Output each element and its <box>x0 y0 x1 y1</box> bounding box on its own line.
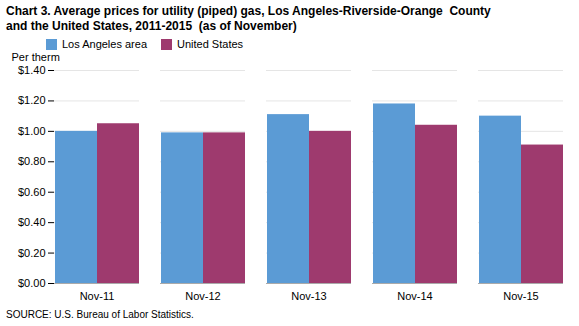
svg-text:Nov-13: Nov-13 <box>291 290 326 302</box>
svg-text:$0.40: $0.40 <box>18 216 46 228</box>
svg-text:$1.40: $1.40 <box>18 64 46 76</box>
svg-text:Nov-11: Nov-11 <box>80 290 115 302</box>
svg-text:$1.20: $1.20 <box>18 94 46 106</box>
svg-text:$1.00: $1.00 <box>18 125 46 137</box>
svg-text:$0.20: $0.20 <box>18 247 46 259</box>
svg-text:Nov-15: Nov-15 <box>503 290 538 302</box>
html-text:SOURCE: U.S. Bureau of Labor S: SOURCE: U.S. Bureau of Labor Statistics. <box>6 309 194 320</box>
html-text:Chart 3. Average prices for ut: Chart 3. Average prices for utility (pip… <box>6 4 491 33</box>
html-text:United States: United States <box>177 38 244 50</box>
svg-text:$0.80: $0.80 <box>18 155 46 167</box>
svg-text:$0.00: $0.00 <box>18 277 46 289</box>
svg-text:Nov-14: Nov-14 <box>397 290 432 302</box>
svg-text:Per therm: Per therm <box>12 51 60 63</box>
svg-text:Nov-12: Nov-12 <box>185 290 220 302</box>
svg-text:$0.60: $0.60 <box>18 186 46 198</box>
html-text:Los Angeles area: Los Angeles area <box>62 38 147 50</box>
